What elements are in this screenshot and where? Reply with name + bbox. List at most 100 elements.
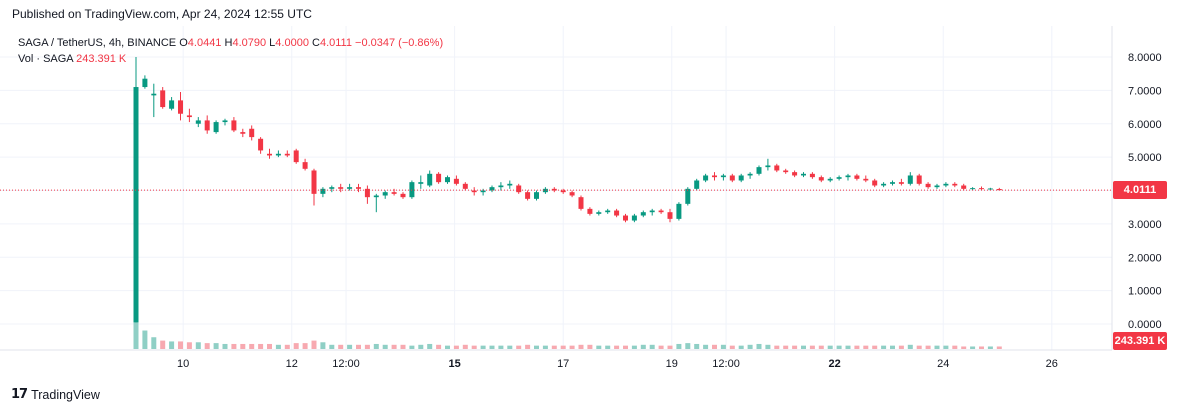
candle-body <box>534 192 539 199</box>
candle-body <box>320 188 326 194</box>
volume-bar <box>970 346 976 349</box>
candle-body <box>480 190 486 193</box>
open-value: O4.0441 <box>179 37 224 49</box>
volume-bar <box>364 344 370 349</box>
volume-bar <box>631 345 637 349</box>
volume-value-tag: 243.391 K <box>1113 332 1167 350</box>
chart-grid <box>0 26 1112 350</box>
candle-body <box>640 212 646 216</box>
volume-bar <box>614 345 620 349</box>
volume-bar <box>525 344 531 349</box>
candle-body <box>774 165 780 171</box>
candle-body <box>738 175 744 181</box>
time-tick-label: 12:00 <box>712 358 740 370</box>
volume-bar <box>640 344 646 349</box>
price-tick-label: 8.0000 <box>1128 52 1162 64</box>
volume-label[interactable]: Vol · SAGA <box>18 53 74 65</box>
current-price-tag: 4.0111 <box>1113 181 1167 200</box>
candle-body <box>311 170 317 194</box>
volume-bar <box>809 345 815 349</box>
volume-bar <box>863 345 869 349</box>
candle-body <box>231 120 237 131</box>
candle-body <box>373 195 379 198</box>
candle-body <box>347 187 353 189</box>
volume-bar <box>258 343 264 349</box>
candle-body <box>284 153 290 156</box>
candle-body <box>151 93 157 96</box>
volume-bar <box>898 345 904 349</box>
tradingview-logo[interactable]: 17 TradingView <box>11 387 100 402</box>
candle-body <box>489 187 495 191</box>
candle-body <box>676 203 682 219</box>
candle-body <box>364 188 370 198</box>
volume-bar <box>676 343 682 349</box>
low-label: L <box>269 37 276 49</box>
volume-bar <box>213 343 219 349</box>
candle-body <box>445 177 450 183</box>
volume-bar <box>818 345 824 349</box>
candle-body <box>756 167 762 174</box>
volume-bar <box>391 344 397 349</box>
low-number: 4.0000 <box>275 37 309 49</box>
tradingview-logo-icon: 17 <box>11 387 28 402</box>
candle-body <box>133 87 139 323</box>
candle-body <box>765 165 771 168</box>
volume-bar <box>516 345 522 349</box>
candle-body <box>302 162 308 169</box>
legend-volume-row: Vol · SAGA 243.391 K <box>18 51 443 67</box>
volume-bar <box>934 345 940 349</box>
volume-bar <box>916 345 922 349</box>
candle-body <box>747 173 753 176</box>
candle-body <box>204 120 210 131</box>
volume-bar <box>186 342 192 349</box>
volume-bar <box>267 343 272 349</box>
volume-bar <box>347 344 353 349</box>
volume-bar <box>712 344 717 349</box>
candle-body <box>809 173 815 178</box>
candle-body <box>356 187 361 189</box>
close-label: C <box>312 37 320 49</box>
candle-body <box>934 185 940 188</box>
candle-body <box>863 178 869 181</box>
candle-body <box>952 183 958 186</box>
volume-bar <box>445 345 450 349</box>
change-value: −0.0347 (−0.86%) <box>355 37 444 49</box>
high-number: 4.0790 <box>232 37 267 49</box>
volume-bar <box>649 344 655 349</box>
symbol-label[interactable]: SAGA / TetherUS, 4h, BINANCE <box>18 37 177 49</box>
volume-bar <box>801 345 806 349</box>
candle-body <box>240 132 246 134</box>
candle-body <box>872 180 878 186</box>
volume-bar <box>534 345 539 349</box>
volume-bar <box>436 344 442 349</box>
candle-body <box>267 153 272 156</box>
high-label: H <box>224 37 233 49</box>
candle-body <box>890 182 895 184</box>
volume-bar <box>792 345 798 349</box>
volume-bar <box>382 344 388 349</box>
volume-bar <box>427 343 433 349</box>
volume-bar <box>560 345 566 349</box>
volume-bar <box>356 344 361 349</box>
volume-bar <box>783 345 789 349</box>
volume-bar <box>551 345 557 349</box>
time-tick-label: 12 <box>286 358 298 370</box>
volume-bar <box>872 345 878 349</box>
volume-bar <box>952 345 958 349</box>
volume-bar <box>729 345 735 349</box>
volume-bar <box>373 343 379 349</box>
candle-body <box>916 175 922 184</box>
volume-bar <box>160 340 166 349</box>
volume-bar <box>845 345 851 349</box>
volume-bar <box>961 346 967 349</box>
candle-body <box>943 183 949 186</box>
low-value: L4.0000 <box>269 37 312 49</box>
candle-body <box>783 170 789 173</box>
volume-bar <box>302 343 308 349</box>
volume-bar <box>222 343 228 349</box>
candle-body <box>623 215 628 221</box>
volume-bar <box>151 337 157 349</box>
candle-body <box>649 210 655 213</box>
volume-bar <box>195 342 201 349</box>
